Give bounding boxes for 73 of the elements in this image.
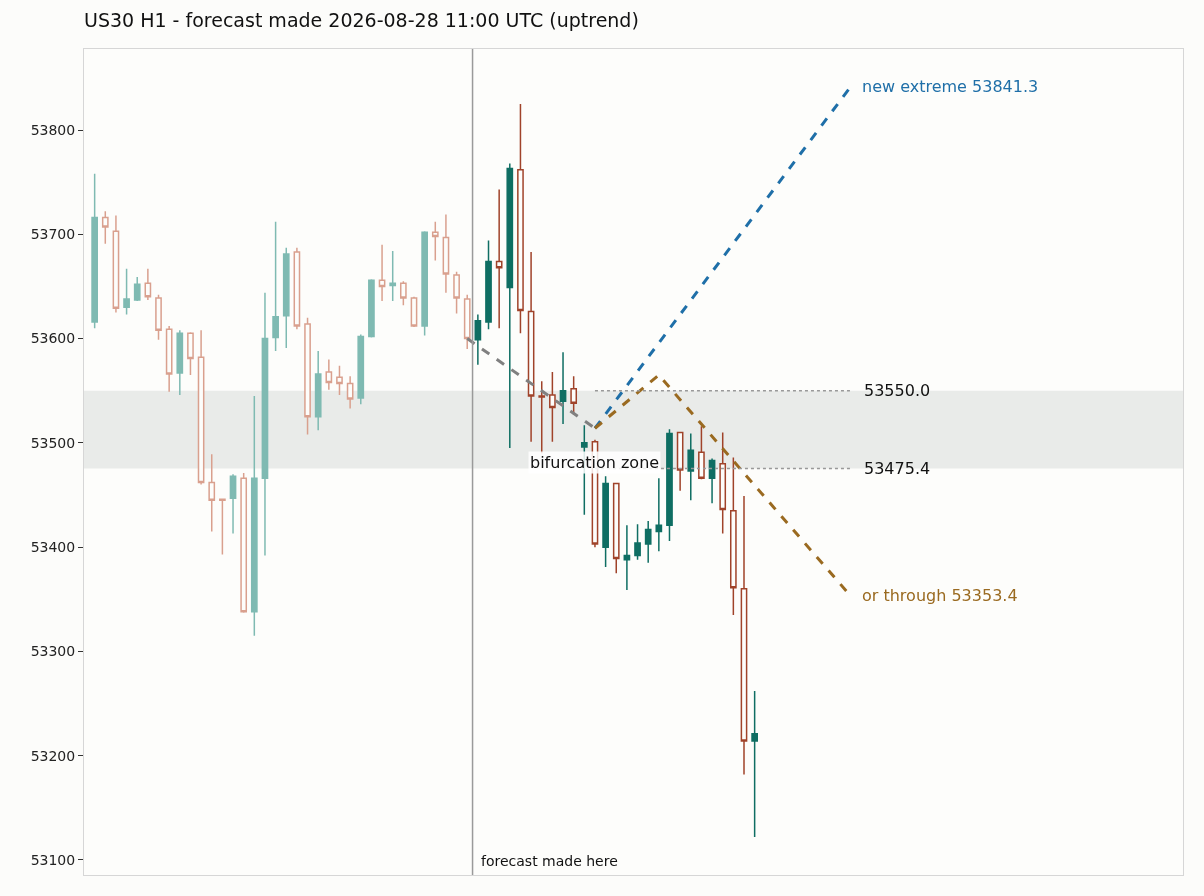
candlestick <box>495 188 503 329</box>
series-label: or through 53353.4 <box>862 586 1018 605</box>
candlestick <box>293 247 301 330</box>
candlestick <box>751 690 758 838</box>
candlestick <box>729 456 737 616</box>
candlestick <box>474 313 482 366</box>
candlestick <box>463 294 471 350</box>
candlestick <box>485 239 492 330</box>
candlestick <box>112 214 120 314</box>
ref-line-label: 53475.4 <box>864 459 931 478</box>
candlestick <box>240 472 248 614</box>
annotation: forecast made here <box>481 853 618 869</box>
candlestick <box>719 431 727 535</box>
candlestick <box>687 432 695 501</box>
candlestick <box>346 375 354 410</box>
candlestick <box>506 162 514 449</box>
candlestick <box>612 482 620 574</box>
candlestick <box>250 395 258 637</box>
y-tick-label: 53300 <box>30 643 76 660</box>
candlestick <box>698 425 705 481</box>
candlestick <box>666 428 673 542</box>
candlestick <box>442 213 450 294</box>
candlestick <box>368 278 375 339</box>
candlestick <box>176 329 184 396</box>
candlestick <box>165 325 173 393</box>
candlestick <box>549 371 556 443</box>
candlestick <box>389 250 397 302</box>
candlestick <box>208 453 216 533</box>
candlestick <box>559 351 567 425</box>
y-tick-label: 53700 <box>30 226 76 243</box>
y-tick-label: 53800 <box>30 121 76 138</box>
candlestick <box>655 477 663 553</box>
series-label: new extreme 53841.3 <box>862 77 1039 96</box>
candlestick <box>325 358 333 391</box>
candlestick <box>740 495 748 776</box>
candlestick <box>187 331 194 376</box>
candlestick <box>304 316 311 436</box>
candlestick <box>708 457 716 505</box>
candlestick <box>197 329 205 486</box>
candlestick <box>133 276 141 302</box>
candlestick <box>421 230 428 337</box>
candlestick <box>123 267 130 316</box>
candlestick <box>272 221 279 352</box>
candlestick <box>602 475 609 568</box>
candlestick <box>101 210 109 245</box>
y-tick-label: 53100 <box>30 851 76 868</box>
candlestick <box>357 333 365 406</box>
candlestick <box>527 251 535 443</box>
ref-line-label: 53550.0 <box>864 381 931 400</box>
y-tick-label: 53600 <box>30 330 76 347</box>
chart-title: US30 H1 - forecast made 2026-08-28 11:00 UTC (uptrend) <box>84 8 639 31</box>
y-tick-label: 53200 <box>30 747 76 764</box>
candlestick <box>431 221 439 262</box>
candlestick <box>91 173 98 329</box>
candlestick <box>399 280 407 306</box>
candlestick <box>453 271 460 315</box>
candlestick <box>261 291 269 557</box>
candlestick <box>219 498 226 556</box>
candlestick <box>676 431 684 492</box>
candlestick <box>144 267 152 301</box>
candlestick <box>644 520 652 564</box>
candlestick <box>314 350 322 432</box>
candlestick <box>517 103 524 335</box>
candlestick <box>282 247 290 349</box>
candlestick <box>229 473 237 535</box>
candlestick <box>634 523 641 561</box>
y-tick-label: 53500 <box>30 434 76 451</box>
candlestick <box>378 243 386 302</box>
y-tick-label: 53400 <box>30 539 76 556</box>
candlestick <box>336 364 343 396</box>
band-label: bifurcation zone <box>530 453 660 472</box>
candlestick <box>155 294 162 341</box>
candlestick <box>623 524 631 591</box>
